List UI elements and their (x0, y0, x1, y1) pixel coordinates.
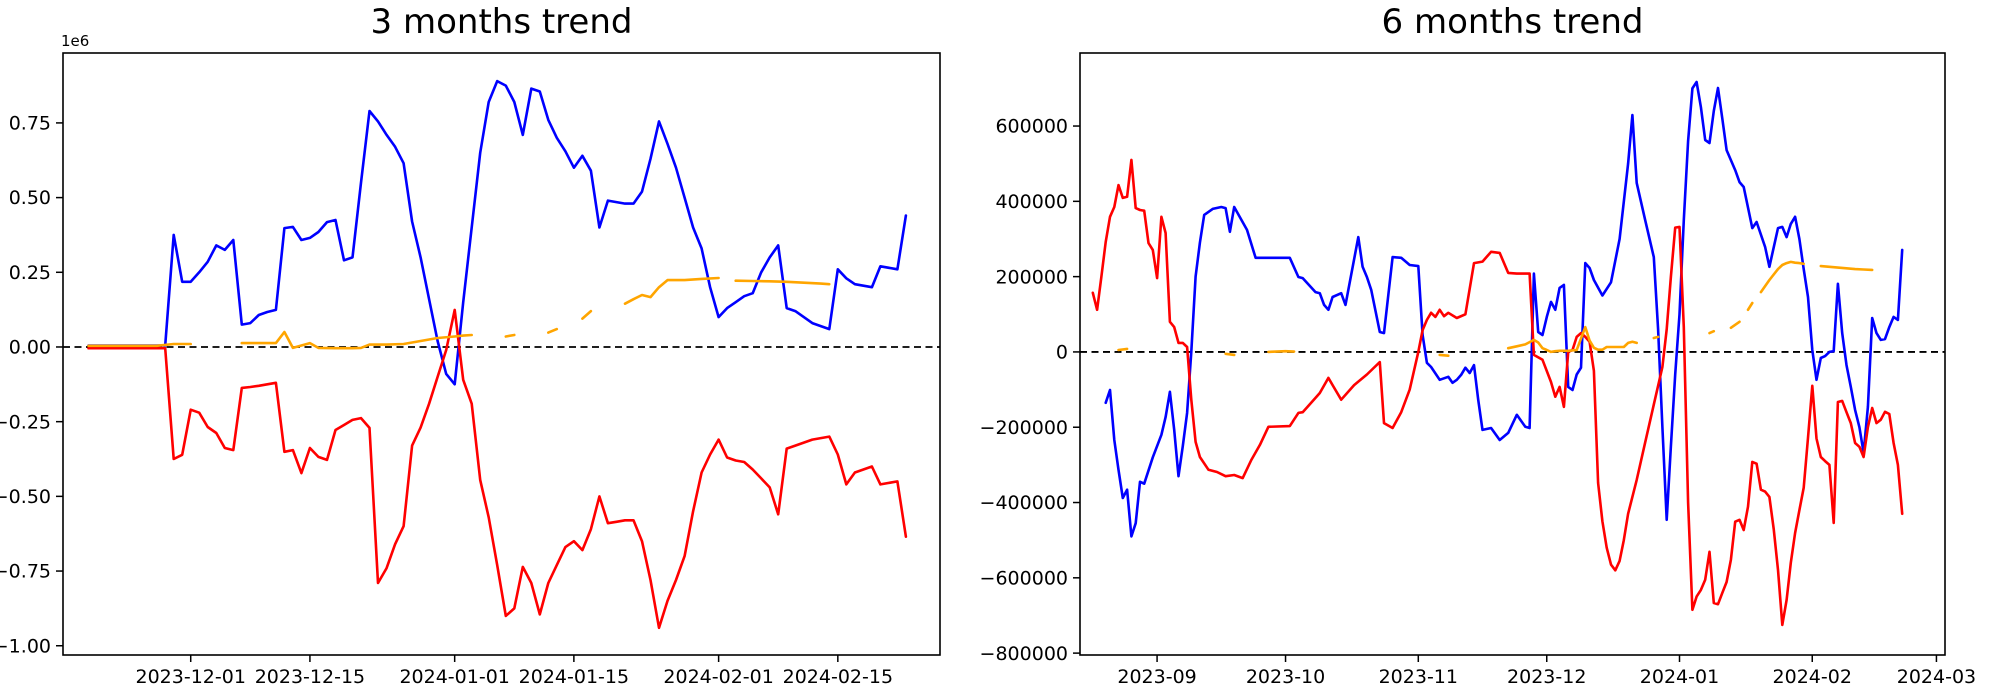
x-tick-label: 2024-02-01 (663, 666, 773, 688)
x-tick-label: 2023-10 (1246, 666, 1325, 688)
x-tick-label: 2024-01-01 (399, 666, 509, 688)
y-tick-label: −200000 (980, 417, 1068, 439)
y-tick-label: −600000 (980, 567, 1068, 589)
x-tick-label: 2024-02 (1773, 666, 1852, 688)
y-tick-label: −400000 (980, 492, 1068, 514)
y-tick-label: 0 (1056, 342, 1068, 364)
x-tick-label: 2024-02-15 (783, 666, 893, 688)
x-tick-label: 2024-01-15 (519, 666, 629, 688)
y-tick-label: 600000 (995, 116, 1068, 138)
y-tick-label: 0.00 (9, 337, 51, 359)
left-chart-title: 3 months trend (370, 2, 633, 42)
red-line (87, 308, 908, 630)
y-tick-label: 400000 (995, 191, 1068, 213)
y-tick-label: −1.00 (0, 635, 51, 657)
axes-spines (62, 52, 941, 656)
orange-line (1117, 260, 1874, 357)
y-tick-label: −0.25 (0, 411, 51, 433)
x-tick-label: 2024-03 (1897, 666, 1976, 688)
y-tick-label: 200000 (995, 266, 1068, 288)
y-tick-label: 0.75 (9, 113, 51, 135)
x-tick-label: 2024-01 (1640, 666, 1719, 688)
x-tick-label: 2023-12-15 (255, 666, 365, 688)
right-chart-title: 6 months trend (1381, 2, 1644, 42)
x-tick-label: 2023-12-01 (136, 666, 246, 688)
y-tick-label: 0.25 (9, 262, 51, 284)
x-tick-label: 2023-12 (1507, 666, 1586, 688)
red-line (1091, 158, 1904, 627)
x-tick-label: 2023-11 (1379, 666, 1458, 688)
y-tick-label: −0.50 (0, 486, 51, 508)
y-tick-label: −800000 (980, 643, 1068, 665)
y-tick-label: −0.75 (0, 561, 51, 583)
orange-line (87, 276, 831, 350)
y-tick-label: 0.50 (9, 187, 51, 209)
blue-line (87, 79, 908, 386)
blue-line (1104, 80, 1904, 538)
y-axis-offset-label: 1e6 (61, 32, 90, 50)
axes-spines (1079, 52, 1946, 656)
x-tick-label: 2023-09 (1117, 666, 1196, 688)
